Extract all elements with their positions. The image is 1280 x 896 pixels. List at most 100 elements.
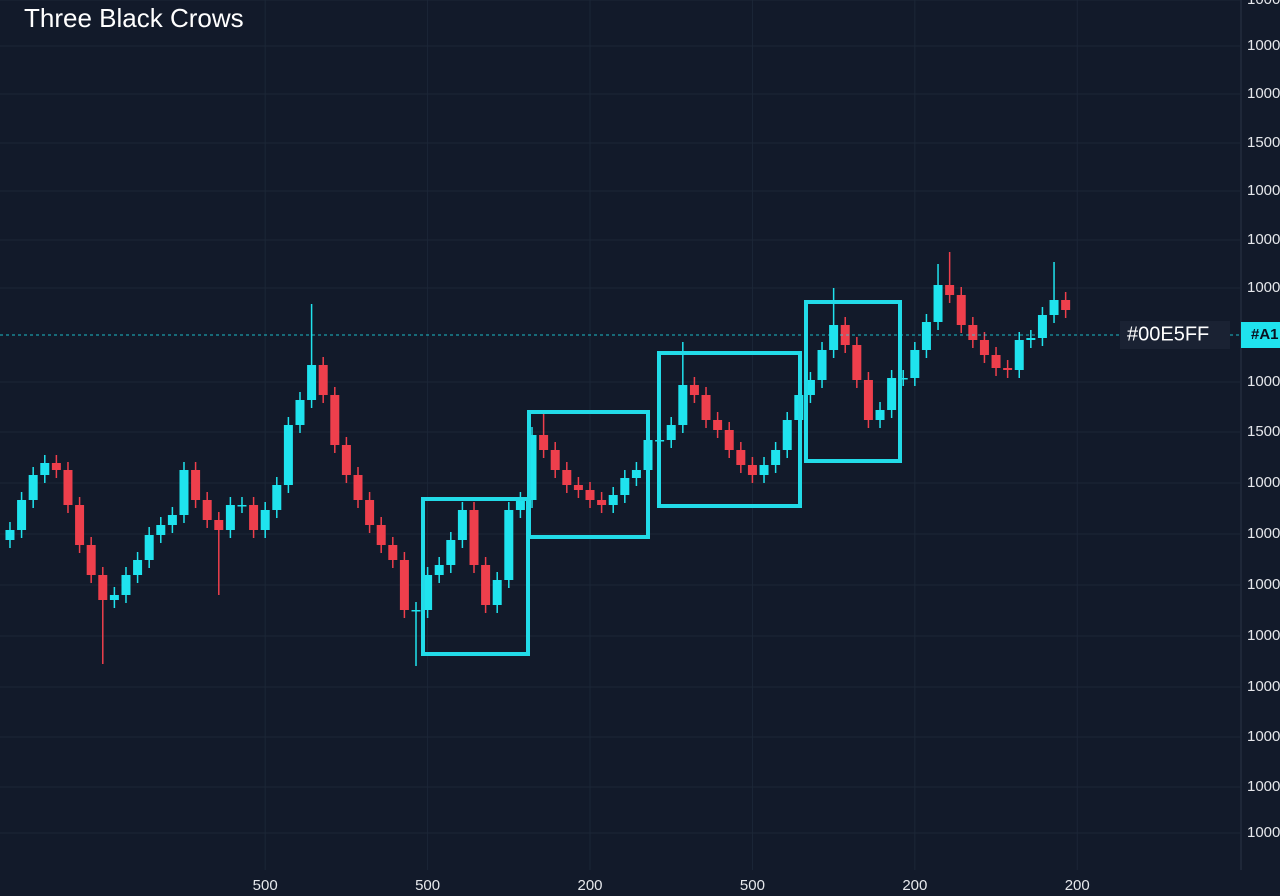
candle-body bbox=[608, 495, 618, 505]
candle-body bbox=[341, 445, 351, 475]
candle-body bbox=[388, 545, 398, 560]
candle-body bbox=[875, 410, 885, 420]
y-tick-label: 1000 bbox=[1247, 279, 1280, 296]
x-tick-label: 200 bbox=[902, 877, 927, 894]
candle-body bbox=[481, 565, 491, 605]
candle-body bbox=[1014, 340, 1024, 370]
candle-body bbox=[260, 510, 270, 530]
candle-body bbox=[225, 505, 235, 530]
price-tag: #A1 bbox=[1251, 326, 1279, 343]
candle-body bbox=[910, 350, 920, 378]
candle-body bbox=[887, 378, 897, 410]
candle-body bbox=[86, 545, 96, 575]
candle-body bbox=[457, 510, 467, 540]
candle-body bbox=[40, 463, 50, 475]
candle-body bbox=[956, 295, 966, 325]
pattern-box bbox=[657, 351, 802, 508]
price-label: #00E5FF bbox=[1127, 323, 1209, 345]
candle-body bbox=[771, 450, 781, 465]
candle-body bbox=[237, 505, 247, 507]
y-tick-label: 1500 bbox=[1247, 134, 1280, 151]
candle-body bbox=[620, 478, 630, 495]
x-tick-label: 500 bbox=[253, 877, 278, 894]
candle-body bbox=[330, 395, 340, 445]
candles bbox=[5, 252, 1071, 666]
candle-body bbox=[527, 435, 537, 500]
candle-body bbox=[504, 510, 514, 580]
y-tick-label: 1000 bbox=[1247, 678, 1280, 695]
candle-body bbox=[307, 365, 317, 400]
candle-body bbox=[1026, 338, 1036, 340]
x-tick-label: 500 bbox=[740, 877, 765, 894]
candle-body bbox=[852, 345, 862, 380]
y-tick-label: 1000 bbox=[1247, 474, 1280, 491]
candle-body bbox=[365, 500, 375, 525]
candle-body bbox=[933, 285, 943, 322]
pattern-box bbox=[804, 300, 902, 463]
candle-body bbox=[469, 510, 479, 565]
candle-body bbox=[75, 505, 85, 545]
candle-body bbox=[991, 355, 1001, 368]
candle-body bbox=[98, 575, 108, 600]
candle-body bbox=[214, 520, 224, 530]
candle-body bbox=[63, 470, 73, 505]
y-tick-label: 1000 bbox=[1247, 525, 1280, 542]
candle-body bbox=[573, 485, 583, 490]
candle-body bbox=[759, 465, 769, 475]
pattern-box bbox=[421, 497, 530, 656]
candle-body bbox=[713, 420, 723, 430]
candle-body bbox=[550, 450, 560, 470]
pattern-boxes bbox=[421, 300, 902, 656]
candle-body bbox=[411, 610, 421, 612]
candle-body bbox=[585, 490, 595, 500]
candle-body bbox=[747, 465, 757, 475]
price-tag-bg bbox=[1241, 322, 1280, 348]
candle-body bbox=[446, 540, 456, 565]
x-tick-label: 500 bbox=[415, 877, 440, 894]
y-tick-label: 1000 bbox=[1247, 576, 1280, 593]
candle-body bbox=[28, 475, 38, 500]
candle-body bbox=[945, 285, 955, 295]
candle-body bbox=[898, 378, 908, 380]
candle-body bbox=[829, 325, 839, 350]
candle-body bbox=[515, 500, 525, 510]
candle-body bbox=[597, 500, 607, 505]
y-tick-label: 1500 bbox=[1247, 423, 1280, 440]
candle-body bbox=[179, 470, 189, 515]
candle-body bbox=[492, 580, 502, 605]
candle-body bbox=[666, 425, 676, 440]
candle-body bbox=[399, 560, 409, 610]
candle-body bbox=[689, 385, 699, 395]
candle-body bbox=[133, 560, 143, 575]
y-tick-label: 1000 bbox=[1247, 627, 1280, 644]
candle-body bbox=[631, 470, 641, 478]
candle-body bbox=[5, 530, 15, 540]
x-tick-label: 200 bbox=[577, 877, 602, 894]
candle-body bbox=[1061, 300, 1071, 310]
candle-body bbox=[295, 400, 305, 425]
candle-body bbox=[736, 450, 746, 465]
candle-body bbox=[724, 430, 734, 450]
candle-body bbox=[283, 425, 293, 485]
y-tick-label: 1000 bbox=[1247, 85, 1280, 102]
candle-body bbox=[144, 535, 154, 560]
pattern-box bbox=[527, 410, 650, 539]
y-tick-label: 1000 bbox=[1247, 824, 1280, 841]
candle-body bbox=[701, 395, 711, 420]
price-label-bg bbox=[1120, 321, 1230, 349]
candle-body bbox=[539, 435, 549, 450]
candle-body bbox=[17, 500, 27, 530]
candle-body bbox=[782, 420, 792, 450]
candle-body bbox=[817, 350, 827, 380]
x-tick-label: 200 bbox=[1065, 877, 1090, 894]
y-tick-label: 1000 bbox=[1247, 37, 1280, 54]
chart-title: Three Black Crows bbox=[24, 3, 244, 33]
candle-body bbox=[840, 325, 850, 345]
candle-body bbox=[202, 500, 212, 520]
candle-body bbox=[1049, 300, 1059, 315]
y-tick-label: 1000 bbox=[1247, 373, 1280, 390]
candle-body bbox=[109, 595, 119, 600]
